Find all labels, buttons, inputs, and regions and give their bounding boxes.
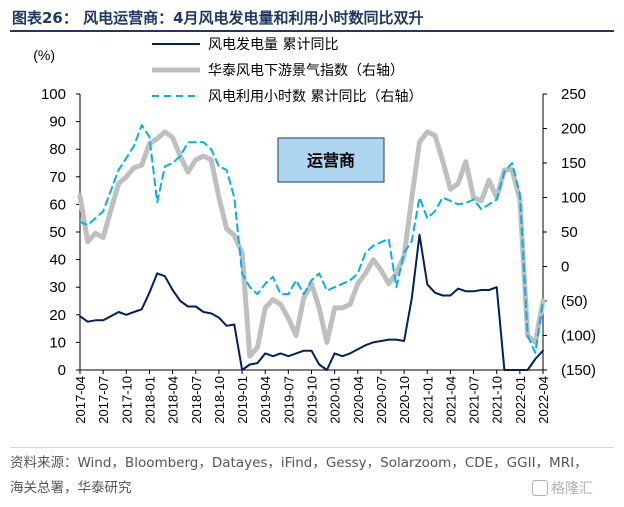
x-tick-label: 2020-04 <box>351 376 366 424</box>
right-tick-label: 0 <box>561 259 569 276</box>
x-tick-label: 2020-10 <box>397 376 412 424</box>
right-tick-label: 200 <box>561 121 586 138</box>
x-tick-label: 2018-04 <box>166 376 181 424</box>
x-tick-label: 2019-01 <box>235 376 250 424</box>
right-tick-label: (50) <box>561 293 588 310</box>
left-tick-label: 50 <box>49 224 66 241</box>
x-tick-label: 2019-04 <box>258 376 273 424</box>
watermark-logo-icon <box>532 480 548 496</box>
series-line-1 <box>79 233 544 371</box>
left-tick-label: 60 <box>49 196 66 213</box>
annotation-box <box>277 137 385 183</box>
chart-title: 图表26： 风电运营商：4月风电发电量和利用小时数同比双升 <box>12 9 424 27</box>
x-tick-label: 2021-04 <box>443 376 458 424</box>
x-tick-label: 2020-01 <box>328 376 343 424</box>
source-note: 资料来源：Wind，Bloomberg，Datayes，iFind，Gessy，… <box>10 455 588 496</box>
left-tick-label: 10 <box>49 334 66 351</box>
left-tick-label: 20 <box>49 307 66 324</box>
x-tick-label: 2022-04 <box>536 376 551 424</box>
right-tick-label: (150) <box>561 362 596 379</box>
x-tick-label: 2017-07 <box>96 376 111 424</box>
right-tick-label: 50 <box>561 224 578 241</box>
left-tick-label: 0 <box>58 362 66 379</box>
x-tick-label: 2021-07 <box>467 376 482 424</box>
watermark: 格隆汇 <box>532 478 593 498</box>
right-tick-label: 250 <box>561 86 586 103</box>
right-tick-label: (100) <box>561 328 596 345</box>
x-tick-label: 2019-10 <box>305 376 320 424</box>
legend-label-1: 风电发电量 累计同比 <box>208 37 338 53</box>
annotation-label: 运营商 <box>307 151 355 170</box>
left-tick-label: 80 <box>49 141 66 158</box>
chart-svg: 0 10 20 30 40 50 60 70 80 90 100 (%) (150) (100) (50) 0… <box>33 37 596 424</box>
right-tick-label: 150 <box>561 155 586 172</box>
x-tick-label: 2018-10 <box>212 376 227 424</box>
left-tick-label: 90 <box>49 114 66 131</box>
title-bar: 图表26： 风电运营商：4月风电发电量和利用小时数同比双升 <box>10 4 614 32</box>
right-tick-label: 100 <box>561 190 586 207</box>
x-tick-label: 2021-10 <box>490 376 505 424</box>
legend-label-3: 风电利用小时数 累计同比（右轴） <box>208 89 422 105</box>
x-tick-label: 2019-07 <box>281 376 296 424</box>
x-tick-label: 2021-01 <box>420 376 435 424</box>
x-tick-label: 2017-10 <box>119 376 134 424</box>
x-tick-label: 2017-04 <box>73 376 88 424</box>
left-tick-label: 100 <box>41 86 66 103</box>
series-line-3 <box>79 124 544 354</box>
left-tick-label: 40 <box>49 252 66 269</box>
legend-label-2: 华泰风电下游景气指数（右轴） <box>208 63 404 79</box>
watermark-text: 格隆汇 <box>551 481 593 497</box>
left-tick-label: 30 <box>49 279 66 296</box>
series-line-2 <box>77 129 546 359</box>
x-tick-label: 2018-01 <box>142 376 157 424</box>
source-divider <box>10 447 614 448</box>
x-tick-label: 2022-01 <box>513 376 528 424</box>
x-tick-label: 2020-07 <box>374 376 389 424</box>
left-tick-label: 70 <box>49 169 66 186</box>
left-axis-unit: (%) <box>33 47 55 63</box>
x-tick-label: 2018-07 <box>189 376 204 424</box>
